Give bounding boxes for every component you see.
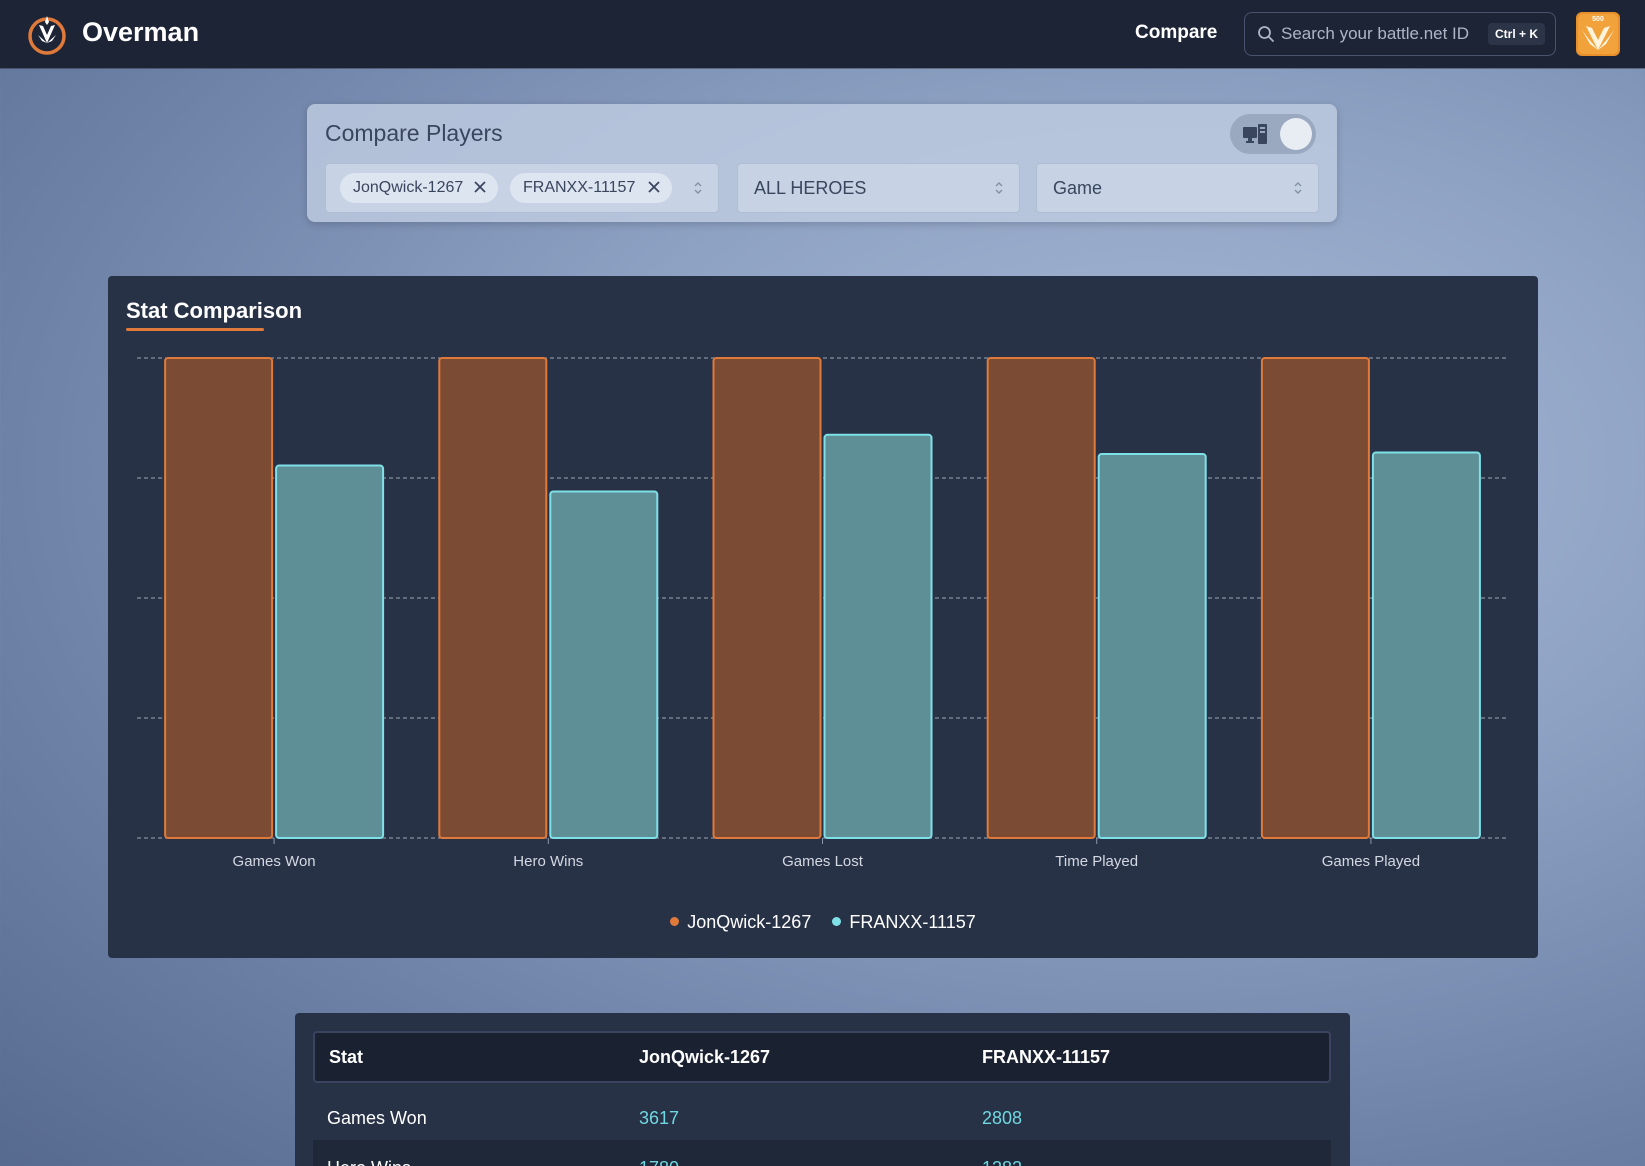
bar-player1	[1260, 357, 1370, 839]
legend-label: FRANXX-11157	[849, 912, 976, 932]
brand-name[interactable]: Overman	[82, 17, 200, 47]
table-header-player1: JonQwick-1267	[639, 1047, 771, 1067]
bar-player2	[1097, 453, 1207, 839]
player-multiselect[interactable]: JonQwick-1267 FRANXX-11157	[325, 163, 719, 213]
table-cell-player1: 3617	[639, 1108, 680, 1128]
rank-badge-label: 500	[1592, 16, 1604, 23]
bar-player1	[164, 357, 274, 839]
compare-players-panel: Compare Players JonQwick-1267 FRANXX-111…	[307, 104, 1337, 222]
bar-player2	[1371, 451, 1481, 839]
table-cell-stat: Hero Wins	[327, 1158, 411, 1166]
hero-select-value: ALL HEROES	[754, 178, 867, 198]
legend-dot	[670, 916, 680, 926]
hero-select[interactable]: ALL HEROES	[737, 163, 1020, 213]
x-axis-tick-label: Games Played	[1322, 853, 1420, 870]
mode-select-value: Game	[1053, 178, 1103, 198]
table-cell-player1: 1780	[639, 1158, 679, 1166]
legend-dot	[832, 916, 842, 926]
top-nav: Overman Compare Ctrl + K 500	[0, 0, 1645, 68]
table-header-stat: Stat	[329, 1047, 364, 1067]
toggle-knob[interactable]	[1280, 118, 1312, 150]
stat-comparison-card: Games Won Hero Wins Games Lost Time Played G…	[108, 276, 1538, 958]
x-axis-tick-label: Games Lost	[782, 853, 864, 870]
search-shortcut-badge: Ctrl + K	[1487, 23, 1545, 45]
stats-table-card: Stat JonQwick-1267 FRANXX-11157 Games Wo…	[295, 1013, 1350, 1166]
x-axis-tick-label: Hero Wins	[513, 853, 583, 870]
stat-comparison-chart: Games Won Hero Wins Games Lost Time Played G…	[137, 357, 1508, 870]
chevron-updown-icon[interactable]	[692, 178, 704, 198]
player-chip[interactable]: FRANXX-11157	[510, 173, 672, 203]
platform-toggle[interactable]	[1230, 114, 1316, 154]
table-header-row: Stat JonQwick-1267 FRANXX-11157	[313, 1031, 1331, 1083]
mode-select[interactable]: Game	[1036, 163, 1319, 213]
compare-panel-title: Compare Players	[325, 120, 503, 146]
remove-player-icon[interactable]	[473, 180, 487, 194]
remove-player-icon[interactable]	[647, 180, 661, 194]
overman-logo-icon[interactable]	[26, 13, 68, 55]
legend-item-player1[interactable]: JonQwick-1267	[670, 912, 811, 933]
bar-player2	[549, 490, 659, 839]
rank-badge-avatar[interactable]: 500	[1576, 12, 1620, 56]
legend-label: JonQwick-1267	[687, 912, 812, 932]
bar-player2	[823, 433, 933, 840]
chart-legend: JonQwick-1267 FRANXX-11157	[108, 912, 1538, 933]
search-icon	[1258, 26, 1274, 42]
table-row: Hero Wins 1780 1282	[313, 1140, 1331, 1166]
player-chip-label: FRANXX-11157	[523, 179, 636, 196]
chevron-updown-icon	[1294, 182, 1302, 194]
search-input[interactable]	[1281, 21, 1471, 47]
search-box[interactable]: Ctrl + K	[1244, 12, 1556, 56]
player-chip-label: JonQwick-1267	[353, 179, 464, 196]
table-cell-stat: Games Won	[327, 1108, 427, 1128]
pc-console-icon	[1243, 124, 1267, 144]
x-axis-tick-label: Time Played	[1055, 853, 1138, 870]
table-header-player2: FRANXX-11157	[982, 1047, 1111, 1067]
bar-player1	[712, 357, 822, 839]
chart-title-underline	[126, 328, 264, 331]
x-axis-tick-label: Games Won	[233, 853, 316, 870]
chart-title: Stat Comparison	[126, 298, 303, 323]
table-row: Games Won 3617 2808	[313, 1090, 1331, 1148]
bar-player1	[986, 357, 1096, 839]
table-cell-player2: 1282	[982, 1158, 1022, 1166]
table-cell-player2: 2808	[982, 1108, 1023, 1128]
legend-item-player2[interactable]: FRANXX-11157	[832, 912, 976, 933]
chevron-updown-icon	[995, 182, 1003, 194]
bar-player2	[275, 464, 385, 840]
nav-compare-link[interactable]: Compare	[1135, 22, 1218, 43]
player-chip[interactable]: JonQwick-1267	[340, 173, 498, 203]
bar-player1	[438, 357, 548, 839]
